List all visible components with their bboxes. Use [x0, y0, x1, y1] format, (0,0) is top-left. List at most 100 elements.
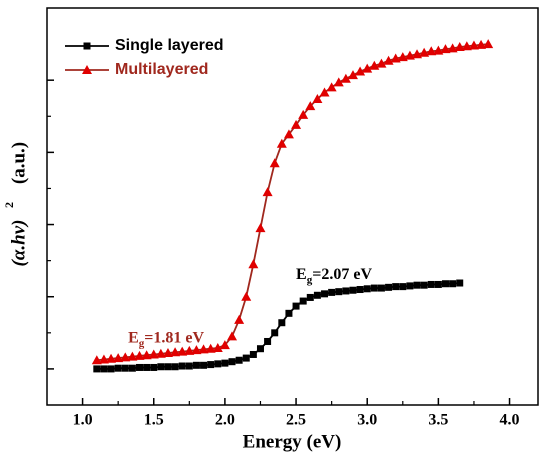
- marker: [363, 285, 371, 293]
- series-line: [96, 282, 460, 370]
- marker: [426, 46, 437, 56]
- marker: [164, 363, 172, 371]
- marker: [413, 281, 421, 289]
- marker: [312, 93, 323, 103]
- series-line: [96, 43, 489, 362]
- marker: [427, 280, 435, 288]
- marker: [271, 329, 279, 337]
- marker: [127, 351, 138, 361]
- marker: [306, 293, 314, 301]
- marker: [476, 39, 487, 49]
- marker: [106, 353, 117, 363]
- marker: [377, 284, 385, 292]
- marker: [447, 43, 458, 53]
- marker: [134, 350, 145, 360]
- marker: [155, 348, 166, 358]
- x-tick-label: 2.0: [215, 412, 235, 429]
- marker: [200, 361, 208, 369]
- annotation-rest: =2.07 eV: [312, 266, 372, 283]
- marker: [107, 365, 115, 373]
- marker: [355, 66, 366, 76]
- plot-frame: [46, 7, 539, 406]
- y-axis-unit: (a.u.): [8, 142, 29, 184]
- annotation-text: E: [296, 266, 307, 283]
- marker: [390, 53, 401, 63]
- marker: [328, 288, 336, 296]
- legend-label: Multilayered: [115, 61, 208, 78]
- marker: [313, 291, 321, 299]
- marker: [100, 365, 108, 373]
- marker: [385, 283, 393, 291]
- marker: [461, 41, 472, 51]
- x-tick-label: 3.0: [357, 412, 377, 429]
- marker: [441, 280, 449, 288]
- marker: [349, 286, 357, 294]
- marker: [397, 52, 408, 62]
- marker: [468, 40, 479, 50]
- marker: [141, 350, 152, 360]
- marker: [278, 319, 286, 327]
- marker: [170, 347, 181, 357]
- marker: [412, 49, 423, 59]
- x-tick-label: 1.5: [144, 412, 164, 429]
- legend-marker: [82, 65, 92, 74]
- marker: [219, 340, 230, 350]
- marker: [449, 280, 457, 288]
- marker: [177, 346, 188, 356]
- x-tick-label: 4.0: [500, 412, 520, 429]
- annotation-sub: g: [307, 274, 313, 286]
- marker: [114, 364, 122, 372]
- marker: [392, 283, 400, 291]
- marker: [326, 82, 337, 92]
- annotation-sub: g: [139, 337, 145, 349]
- marker: [454, 41, 465, 51]
- marker: [228, 358, 236, 366]
- x-tick-label: 3.5: [428, 412, 448, 429]
- marker: [157, 363, 165, 371]
- marker: [143, 363, 151, 371]
- marker: [321, 290, 329, 298]
- annotation-text: E: [128, 329, 139, 346]
- y-axis-label: (α.hν): [8, 220, 29, 267]
- marker: [370, 284, 378, 292]
- marker: [234, 314, 245, 324]
- marker: [207, 361, 215, 369]
- annotation: Eg=1.81 eV: [128, 329, 204, 349]
- marker: [456, 279, 464, 287]
- marker: [128, 364, 136, 372]
- marker: [93, 365, 101, 373]
- marker: [136, 363, 144, 371]
- marker: [433, 45, 444, 55]
- marker: [192, 361, 200, 369]
- marker: [255, 223, 266, 233]
- y-axis-label-sup: 2: [2, 202, 16, 208]
- marker: [205, 343, 216, 353]
- marker: [184, 345, 195, 355]
- marker: [340, 73, 351, 83]
- marker: [262, 187, 273, 197]
- marker: [276, 138, 287, 148]
- marker: [299, 297, 307, 305]
- marker: [120, 352, 131, 362]
- marker: [406, 282, 414, 290]
- x-tick-label: 1.0: [73, 412, 93, 429]
- marker: [171, 363, 179, 371]
- marker: [214, 360, 222, 368]
- marker: [148, 349, 159, 359]
- marker: [150, 363, 158, 371]
- marker: [335, 288, 343, 296]
- marker: [91, 355, 102, 365]
- marker: [419, 47, 430, 57]
- marker: [212, 342, 223, 352]
- marker: [283, 129, 294, 139]
- legend-label: Single layered: [115, 37, 224, 54]
- marker: [440, 44, 451, 54]
- marker: [420, 281, 428, 289]
- marker: [249, 350, 257, 358]
- marker: [221, 359, 229, 367]
- marker: [256, 345, 264, 353]
- marker: [362, 63, 373, 73]
- marker: [235, 356, 243, 364]
- marker: [227, 331, 238, 341]
